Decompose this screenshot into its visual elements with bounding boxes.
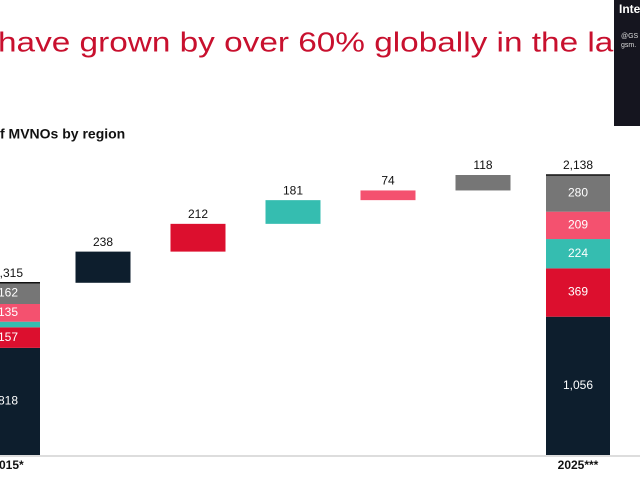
overlay-panel — [614, 0, 640, 126]
bar-segment — [0, 327, 40, 348]
bar-segment — [0, 303, 40, 322]
step-bar — [265, 200, 321, 224]
bar-segment — [546, 316, 610, 455]
bar-segment — [0, 347, 40, 455]
data-label: 74 — [381, 174, 395, 188]
total-label: 1,315 — [0, 266, 23, 280]
bar-segment — [0, 282, 40, 304]
total-label: 2,138 — [563, 158, 593, 172]
bar-segment — [0, 321, 40, 328]
overlay-title: Inte — [619, 2, 640, 16]
chart-title: have grown by over 60% globally in the l… — [0, 26, 630, 57]
step-bar — [455, 175, 511, 191]
bar-segment — [546, 175, 610, 212]
data-label: 118 — [473, 158, 492, 172]
data-label: 818 — [0, 394, 18, 408]
overlay-line: @GS — [621, 33, 639, 40]
x-tick-label: 2025*** — [558, 458, 599, 472]
data-label: 135 — [0, 305, 18, 319]
data-label: 369 — [568, 285, 588, 299]
data-label: 224 — [568, 246, 588, 260]
data-label: 181 — [283, 183, 303, 197]
step-bar — [75, 251, 131, 283]
data-label: 209 — [568, 218, 588, 232]
bar-segment — [546, 239, 610, 269]
overlay-line: gsm. — [621, 42, 636, 49]
data-label: 162 — [0, 286, 18, 300]
data-label: 1,056 — [563, 378, 593, 392]
data-label: 280 — [568, 186, 588, 200]
step-bar — [170, 223, 226, 252]
chart-subtitle: f MVNOs by region — [0, 126, 125, 142]
data-label: 157 — [0, 330, 18, 344]
x-tick-label: 2015* — [0, 458, 24, 472]
bar-segment — [546, 268, 610, 317]
data-label: 238 — [93, 235, 113, 249]
video-overlay: Inte @GS gsm. — [614, 0, 640, 126]
step-bar — [360, 190, 416, 201]
data-label: 212 — [188, 207, 208, 221]
bar-segment — [546, 211, 610, 240]
